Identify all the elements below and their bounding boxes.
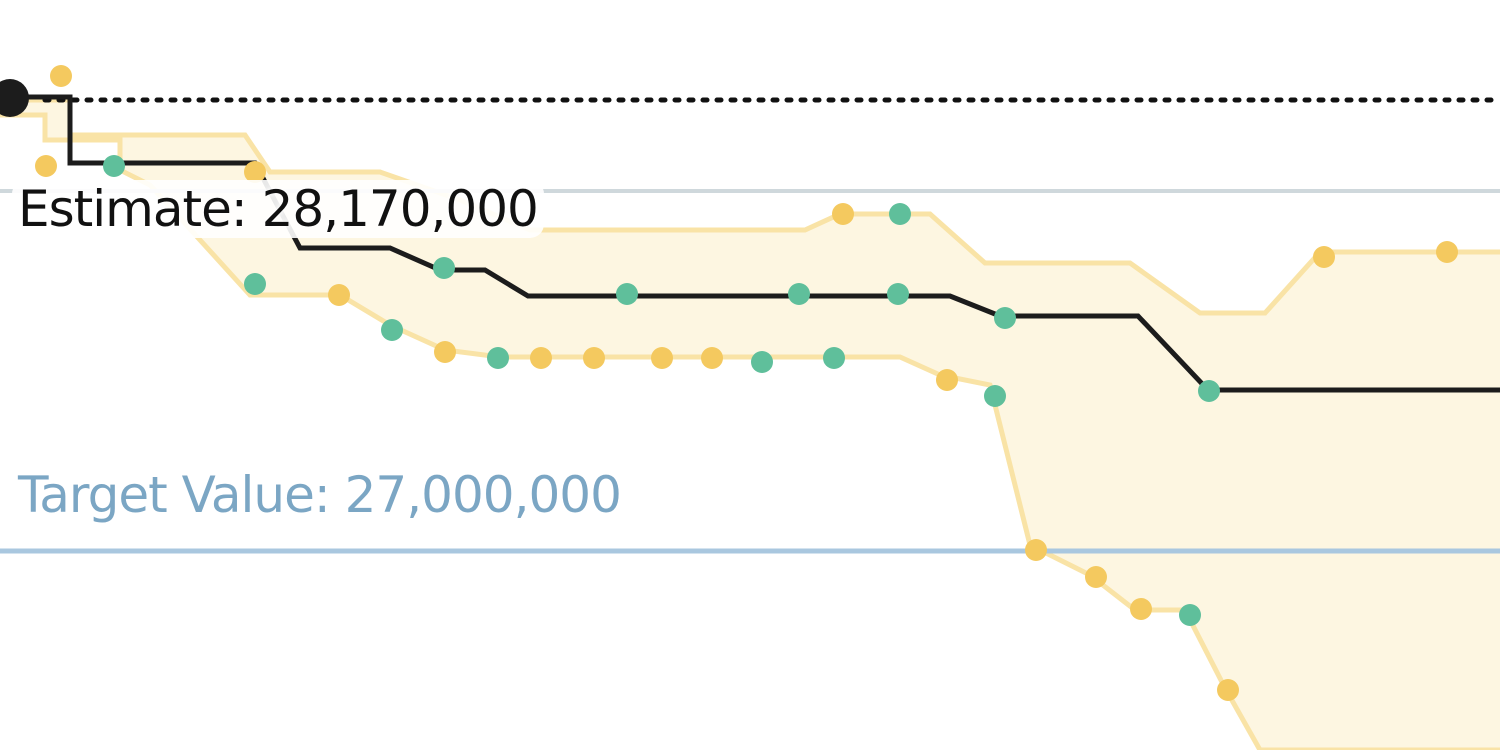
- data-point-green: [103, 155, 125, 177]
- data-point-yellow: [50, 65, 72, 87]
- data-point-yellow: [701, 347, 723, 369]
- estimate-series: [0, 79, 1500, 393]
- data-point-green: [889, 203, 911, 225]
- estimate-start-marker: [0, 79, 29, 117]
- data-point-yellow: [936, 369, 958, 391]
- data-point-yellow: [328, 284, 350, 306]
- band-fill: [0, 100, 1500, 750]
- data-point-yellow: [1025, 539, 1047, 561]
- data-point-green: [984, 385, 1006, 407]
- data-point-yellow: [651, 347, 673, 369]
- data-point-green: [616, 283, 638, 305]
- data-point-green: [823, 347, 845, 369]
- data-point-green: [244, 273, 266, 295]
- data-point-green: [751, 351, 773, 373]
- data-point-green: [994, 307, 1016, 329]
- data-point-yellow: [1130, 598, 1152, 620]
- data-point-yellow: [583, 347, 605, 369]
- data-point-green: [1198, 380, 1220, 402]
- data-point-yellow: [1436, 241, 1458, 263]
- band-upper-edge: [0, 97, 1500, 316]
- data-point-yellow: [1313, 246, 1335, 268]
- estimate-line: [0, 94, 1500, 393]
- data-point-green: [381, 319, 403, 341]
- data-point-yellow: [35, 155, 57, 177]
- data-point-green: [487, 347, 509, 369]
- data-point-green: [1179, 604, 1201, 626]
- data-point-green: [887, 283, 909, 305]
- target-value-label: Target Value: 27,000,000: [18, 466, 622, 524]
- data-point-green: [433, 257, 455, 279]
- estimate-label: Estimate: 28,170,000: [12, 180, 544, 238]
- data-point-green: [788, 283, 810, 305]
- data-point-yellow: [244, 161, 266, 183]
- data-point-yellow: [530, 347, 552, 369]
- data-point-yellow: [1085, 566, 1107, 588]
- data-points: [35, 65, 1458, 701]
- data-point-yellow: [434, 341, 456, 363]
- data-point-yellow: [1217, 679, 1239, 701]
- data-point-yellow: [832, 203, 854, 225]
